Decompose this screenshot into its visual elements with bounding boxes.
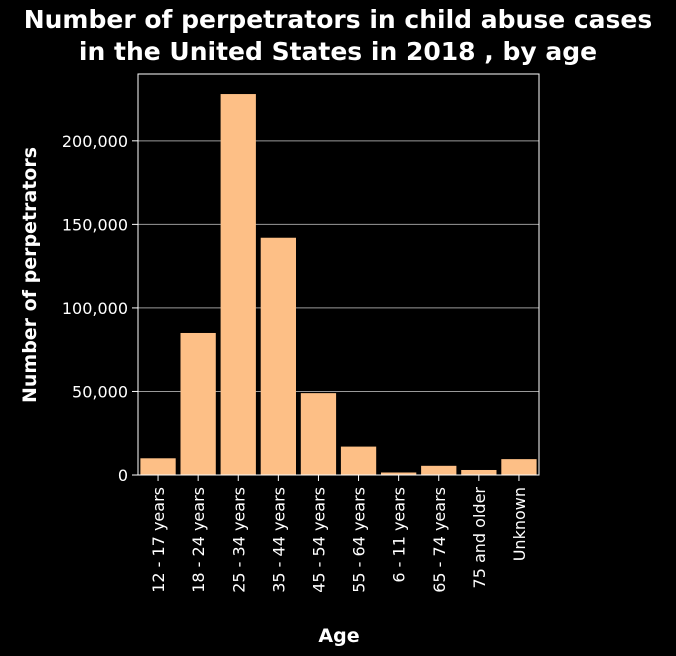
bar (421, 465, 457, 475)
y-axis-title: Number of perpetrators (19, 147, 41, 403)
plot-border (137, 73, 540, 476)
x-axis-title: Age (318, 625, 359, 647)
bar (381, 472, 417, 475)
bar (501, 459, 537, 475)
x-tick-label: 45 - 54 years (309, 487, 328, 593)
chart-title: Number of perpetrators in child abuse ca… (0, 4, 676, 68)
bar (180, 332, 216, 475)
x-axis-ticks: 12 - 17 years 18 - 24 years 25 - 34 years 3… (149, 475, 529, 593)
bar (220, 94, 256, 476)
x-tick-label: 25 - 34 years (229, 487, 248, 593)
bar (140, 458, 176, 475)
y-axis-ticks: 0 50,000 100,000 150,000 200,000 (62, 132, 138, 485)
y-tick-label: 0 (118, 466, 128, 485)
x-tick-label: 65 - 74 years (430, 487, 449, 593)
x-tick-label: 35 - 44 years (269, 487, 288, 593)
x-tick-label: 18 - 24 years (189, 487, 208, 593)
bar (461, 469, 497, 475)
y-tick-label: 200,000 (62, 132, 128, 151)
x-tick-label: 12 - 17 years (149, 487, 168, 593)
y-tick-label: 100,000 (62, 299, 128, 318)
x-tick-label: 55 - 64 years (350, 487, 369, 593)
x-tick-label: 6 - 11 years (390, 487, 409, 583)
bar (340, 446, 377, 475)
bars (140, 94, 537, 476)
plot-frame (137, 73, 540, 476)
chart-title-line-1: Number of perpetrators in child abuse ca… (23, 5, 653, 34)
y-tick-label: 50,000 (72, 382, 128, 401)
bar (300, 393, 337, 475)
chart-title-line-2: in the United States in 2018 , by age (78, 37, 598, 66)
x-tick-label: Unknown (510, 487, 529, 561)
x-tick-label: 75 and older (470, 487, 489, 589)
bar (260, 237, 296, 475)
y-tick-label: 150,000 (62, 215, 128, 234)
